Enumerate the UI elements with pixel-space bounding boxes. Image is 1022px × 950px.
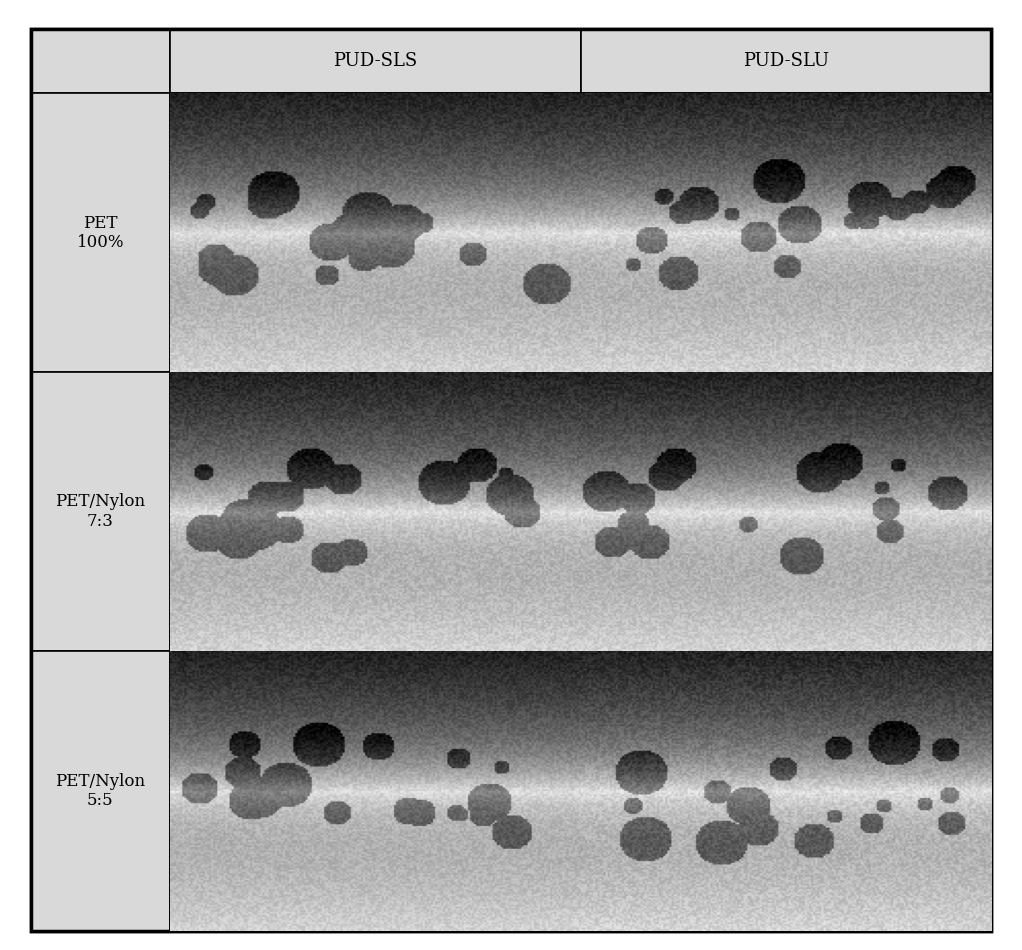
Bar <box>31 652 170 931</box>
Text: PET/Nylon
5:5: PET/Nylon 5:5 <box>55 772 145 809</box>
Bar <box>31 28 170 93</box>
Bar <box>170 652 580 931</box>
Text: PET
100%: PET 100% <box>77 215 124 251</box>
Bar <box>170 28 580 93</box>
Bar <box>170 372 580 652</box>
Bar <box>580 372 991 652</box>
Text: PET/Nylon
7:3: PET/Nylon 7:3 <box>55 493 145 530</box>
Bar <box>31 93 170 372</box>
Bar <box>580 28 991 93</box>
Bar <box>580 652 991 931</box>
Text: PUD-SLS: PUD-SLS <box>333 52 417 70</box>
Bar <box>31 372 170 652</box>
Text: PUD-SLU: PUD-SLU <box>743 52 829 70</box>
Bar <box>580 93 991 372</box>
Bar <box>170 93 580 372</box>
